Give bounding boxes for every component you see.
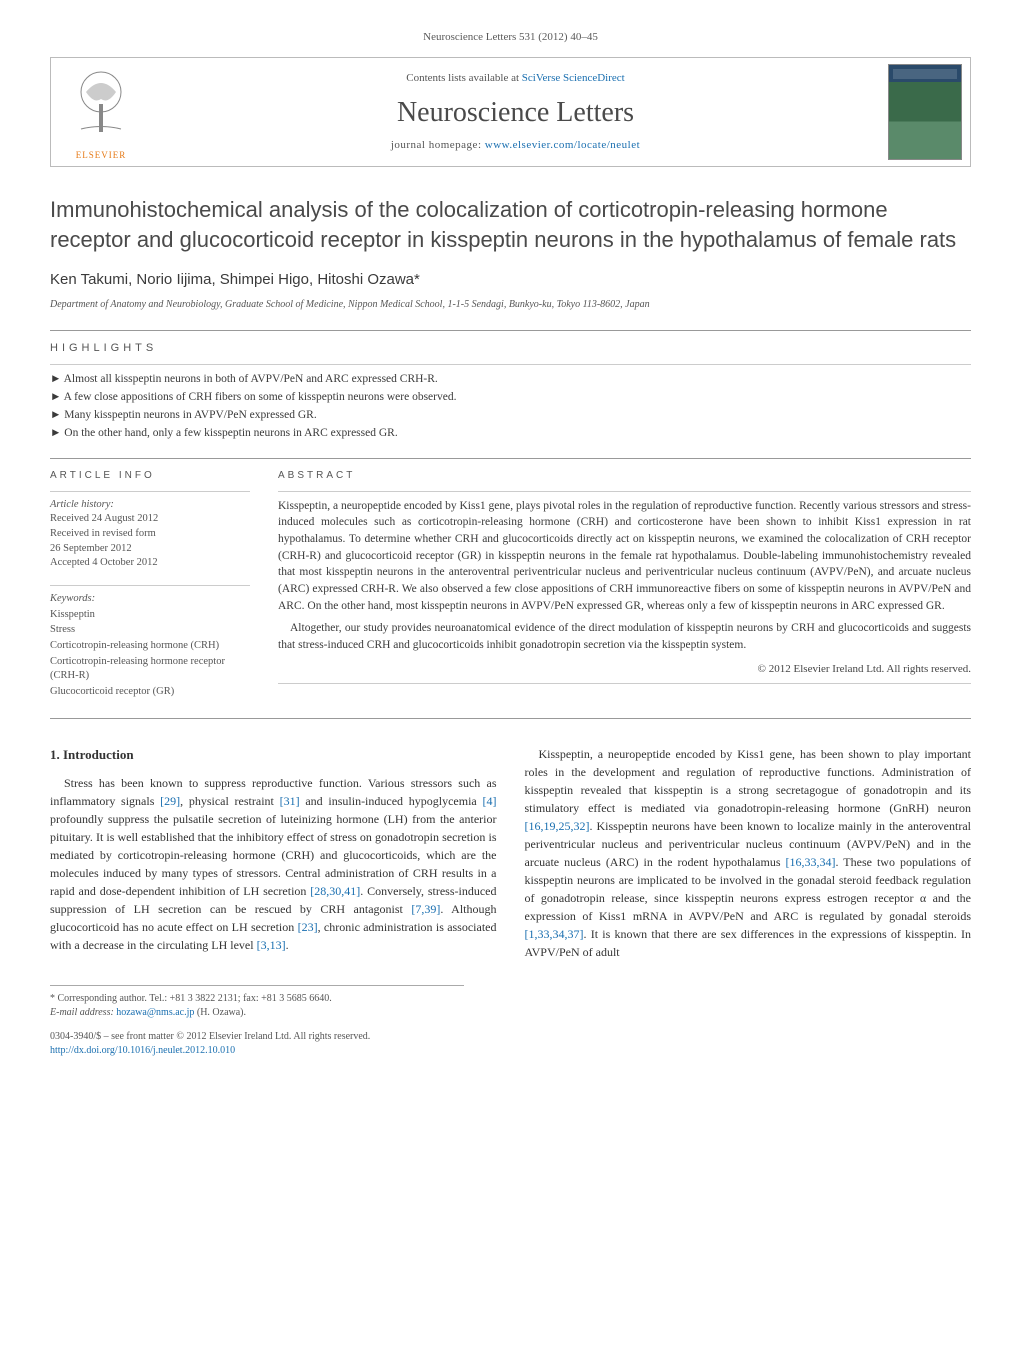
history-line: Received 24 August 2012 — [50, 512, 250, 527]
journal-cover-thumbnail — [888, 64, 962, 160]
divider — [50, 718, 971, 719]
email-link[interactable]: hozawa@nms.ac.jp — [116, 1007, 194, 1018]
history-label: Article history: — [50, 498, 250, 513]
keywords-label: Keywords: — [50, 592, 250, 607]
article-history: Article history: Received 24 August 2012… — [50, 498, 250, 571]
body-paragraph: Kisspeptin, a neuropeptide encoded by Ki… — [525, 745, 972, 961]
article-title: Immunohistochemical analysis of the colo… — [50, 195, 971, 254]
divider — [278, 683, 971, 684]
body-section: 1. Introduction Stress has been known to… — [50, 745, 971, 961]
abstract-text: Kisspeptin, a neuropeptide encoded by Ki… — [278, 498, 971, 654]
divider — [50, 330, 971, 331]
email-line: E-mail address: hozawa@nms.ac.jp (H. Oza… — [50, 1006, 464, 1020]
body-text: . It is known that there are sex differe… — [525, 927, 972, 959]
publisher-label: ELSEVIER — [66, 149, 136, 162]
abstract-heading: ABSTRACT — [278, 469, 971, 483]
section-number: 1. — [50, 747, 60, 762]
body-columns: 1. Introduction Stress has been known to… — [50, 745, 971, 961]
highlights-heading: HIGHLIGHTS — [50, 341, 971, 356]
sciencedirect-link[interactable]: SciVerse ScienceDirect — [522, 72, 625, 84]
info-abstract-row: ARTICLE INFO Article history: Received 2… — [50, 469, 971, 714]
homepage-line: journal homepage: www.elsevier.com/locat… — [391, 138, 640, 153]
body-text: and insulin-induced hypoglycemia — [300, 794, 483, 808]
homepage-prefix: journal homepage: — [391, 139, 485, 151]
highlight-item: A few close appositions of CRH fibers on… — [50, 389, 971, 405]
body-paragraph: Stress has been known to suppress reprod… — [50, 774, 497, 954]
highlight-item: Many kisspeptin neurons in AVPV/PeN expr… — [50, 407, 971, 423]
ref-link[interactable]: [28,30,41] — [310, 884, 360, 898]
ref-link[interactable]: [7,39] — [411, 902, 440, 916]
publisher-logo-cell: ELSEVIER — [51, 58, 151, 166]
keyword: Corticotropin-releasing hormone (CRH) — [50, 639, 250, 654]
divider — [50, 491, 250, 492]
article-info-column: ARTICLE INFO Article history: Received 2… — [50, 469, 250, 714]
affiliation: Department of Anatomy and Neurobiology, … — [50, 298, 971, 312]
abstract-paragraph: Kisspeptin, a neuropeptide encoded by Ki… — [278, 498, 971, 615]
divider — [50, 364, 971, 365]
abstract-paragraph: Altogether, our study provides neuroanat… — [278, 620, 971, 653]
doi-link[interactable]: http://dx.doi.org/10.1016/j.neulet.2012.… — [50, 1045, 235, 1056]
section-title: Introduction — [63, 747, 134, 762]
ref-link[interactable]: [23] — [298, 920, 318, 934]
corresponding-author-footnote: * Corresponding author. Tel.: +81 3 3822… — [50, 985, 464, 1020]
citation-header: Neuroscience Letters 531 (2012) 40–45 — [50, 30, 971, 45]
highlight-item: Almost all kisspeptin neurons in both of… — [50, 371, 971, 387]
ref-link[interactable]: [1,33,34,37] — [525, 927, 584, 941]
keywords-block: Keywords: Kisspeptin Stress Corticotropi… — [50, 592, 250, 700]
highlight-item: On the other hand, only a few kisspeptin… — [50, 425, 971, 441]
ref-link[interactable]: [16,19,25,32] — [525, 819, 590, 833]
history-line: Accepted 4 October 2012 — [50, 556, 250, 571]
keyword: Corticotropin-releasing hormone receptor… — [50, 655, 250, 684]
journal-banner: ELSEVIER Contents lists available at Sci… — [50, 57, 971, 167]
keyword: Kisspeptin — [50, 608, 250, 623]
contents-line: Contents lists available at SciVerse Sci… — [406, 71, 624, 86]
ref-link[interactable]: [4] — [483, 794, 497, 808]
cover-cell — [880, 58, 970, 166]
footer-meta: 0304-3940/$ – see front matter © 2012 El… — [50, 1030, 464, 1058]
section-heading: 1. Introduction — [50, 745, 497, 765]
article-info-heading: ARTICLE INFO — [50, 469, 250, 483]
keyword: Stress — [50, 623, 250, 638]
email-label: E-mail address: — [50, 1007, 116, 1018]
abstract-copyright: © 2012 Elsevier Ireland Ltd. All rights … — [278, 662, 971, 677]
email-suffix: (H. Ozawa). — [194, 1007, 246, 1018]
body-text: Kisspeptin, a neuropeptide encoded by Ki… — [525, 747, 972, 815]
front-matter-line: 0304-3940/$ – see front matter © 2012 El… — [50, 1030, 464, 1044]
banner-center: Contents lists available at SciVerse Sci… — [151, 58, 880, 166]
ref-link[interactable]: [31] — [280, 794, 300, 808]
abstract-column: ABSTRACT Kisspeptin, a neuropeptide enco… — [278, 469, 971, 714]
authors-line: Ken Takumi, Norio Iijima, Shimpei Higo, … — [50, 269, 971, 290]
body-text: . — [286, 938, 289, 952]
elsevier-tree-icon — [66, 64, 136, 142]
ref-link[interactable]: [3,13] — [257, 938, 286, 952]
journal-name: Neuroscience Letters — [397, 93, 634, 132]
history-line: 26 September 2012 — [50, 542, 250, 557]
keyword: Glucocorticoid receptor (GR) — [50, 685, 250, 700]
contents-prefix: Contents lists available at — [406, 72, 521, 84]
elsevier-logo: ELSEVIER — [66, 64, 136, 162]
homepage-link[interactable]: www.elsevier.com/locate/neulet — [485, 139, 640, 151]
history-line: Received in revised form — [50, 527, 250, 542]
ref-link[interactable]: [16,33,34] — [786, 855, 836, 869]
ref-link[interactable]: [29] — [160, 794, 180, 808]
divider — [50, 458, 971, 459]
highlights-list: Almost all kisspeptin neurons in both of… — [50, 371, 971, 441]
divider — [278, 491, 971, 492]
corr-author-line: * Corresponding author. Tel.: +81 3 3822… — [50, 992, 464, 1006]
body-text: , physical restraint — [180, 794, 280, 808]
divider — [50, 585, 250, 586]
